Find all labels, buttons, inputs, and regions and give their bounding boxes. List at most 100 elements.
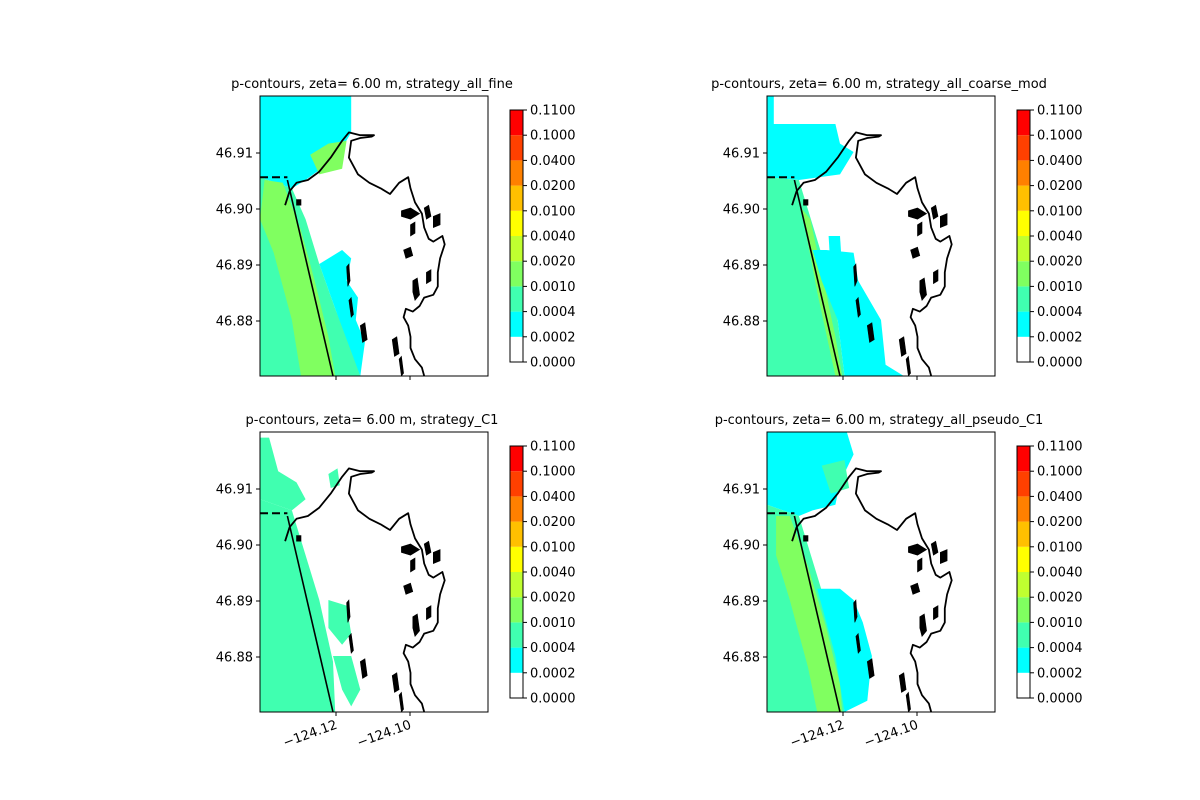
panel-1: p-contours, zeta= 6.00 m, strategy_all_f… — [216, 77, 576, 380]
colorbar-tick-label: 0.0400 — [530, 490, 576, 505]
colorbar-level-1 — [510, 336, 523, 362]
colorbar-tick-label: 0.0020 — [530, 255, 576, 270]
colorbar-level-10 — [510, 110, 523, 136]
island-10 — [348, 632, 354, 654]
island-6 — [910, 246, 921, 259]
contour-region-1 — [260, 437, 306, 511]
panel-title: p-contours, zeta= 6.00 m, strategy_all_f… — [231, 77, 513, 92]
island-8 — [933, 605, 939, 621]
colorbar-level-7 — [1017, 521, 1030, 547]
coastline — [791, 467, 953, 712]
colorbar-level-6 — [1017, 546, 1030, 572]
colorbar-level-5 — [510, 236, 523, 262]
colorbar: 0.0000 0.0002 0.0004 0.0010 0.0020 0.0040 0.01… — [1016, 440, 1083, 707]
island-1 — [296, 535, 302, 542]
island-8 — [933, 269, 939, 285]
colorbar-level-1 — [510, 672, 523, 698]
map-area — [260, 432, 488, 712]
island-7 — [412, 277, 420, 302]
colorbar-level-7 — [510, 521, 523, 547]
colorbar-tick-label: 0.0400 — [530, 154, 576, 169]
map-area — [767, 432, 995, 712]
colorbar-level-9 — [1017, 471, 1030, 497]
island-12 — [898, 672, 907, 693]
island-3 — [423, 204, 432, 220]
island-3 — [930, 540, 939, 556]
colorbar-tick-label: 0.1000 — [1037, 129, 1083, 144]
colorbar-level-10 — [1017, 110, 1030, 136]
island-3 — [423, 540, 432, 556]
y-tick-label: 46.91 — [216, 147, 253, 162]
contour-region-5 — [821, 460, 850, 494]
panel-3: p-contours, zeta= 6.00 m, strategy_C1 46.… — [216, 413, 576, 751]
island-9 — [853, 599, 858, 623]
colorbar-tick-label: 0.0002 — [530, 666, 576, 681]
colorbar-tick-label: 0.0010 — [1037, 616, 1083, 631]
island-6 — [910, 582, 921, 595]
island-2 — [908, 543, 928, 556]
island-2 — [908, 207, 928, 220]
colorbar-tick-label: 0.0004 — [1037, 305, 1083, 320]
colorbar-level-9 — [1017, 135, 1030, 161]
axes-frame — [259, 95, 489, 377]
colorbar-level-10 — [1017, 446, 1030, 472]
contour-region-4 — [319, 250, 365, 376]
coastline — [791, 131, 953, 376]
colorbar-level-1 — [1017, 336, 1030, 362]
y-tick-label: 46.90 — [723, 203, 760, 218]
island-5 — [917, 557, 923, 573]
island-4 — [939, 549, 948, 565]
y-tick-label: 46.90 — [216, 539, 253, 554]
island-1 — [803, 535, 809, 542]
colorbar-level-4 — [1017, 261, 1030, 287]
colorbar-tick-label: 0.0040 — [530, 230, 576, 245]
island-13 — [905, 691, 911, 712]
colorbar-tick-label: 0.0200 — [1037, 179, 1083, 194]
colorbar-level-7 — [1017, 185, 1030, 211]
island-7 — [412, 613, 420, 638]
coastline-spit — [793, 515, 841, 712]
colorbar-tick-label: 0.0100 — [1037, 204, 1083, 219]
colorbar-tick-label: 0.1000 — [530, 129, 576, 144]
colorbar-tick-label: 0.0000 — [530, 356, 576, 371]
colorbar-tick-label: 0.1100 — [1037, 440, 1083, 455]
colorbar-tick-label: 0.0100 — [530, 540, 576, 555]
island-1 — [296, 199, 302, 206]
colorbar-tick-label: 0.0400 — [1037, 490, 1083, 505]
island-13 — [398, 691, 404, 712]
island-7 — [919, 277, 927, 302]
island-7 — [919, 613, 927, 638]
island-9 — [346, 263, 351, 287]
colorbar: 0.0000 0.0002 0.0004 0.0010 0.0020 0.0040 0.01… — [509, 440, 576, 707]
colorbar-tick-label: 0.1000 — [530, 465, 576, 480]
colorbar-level-5 — [1017, 236, 1030, 262]
island-4 — [432, 213, 441, 229]
island-10 — [855, 296, 861, 318]
colorbar-tick-label: 0.1000 — [1037, 465, 1083, 480]
colorbar-tick-label: 0.1100 — [1037, 104, 1083, 119]
island-13 — [905, 355, 911, 376]
colorbar-tick-label: 0.0100 — [1037, 540, 1083, 555]
y-tick-label: 46.88 — [723, 651, 760, 666]
colorbar-level-4 — [1017, 597, 1030, 623]
colorbar-tick-label: 0.0004 — [530, 305, 576, 320]
colorbar-tick-label: 0.0004 — [530, 641, 576, 656]
colorbar-level-6 — [510, 210, 523, 236]
contour-region-3 — [776, 516, 843, 712]
island-5 — [410, 557, 416, 573]
island-5 — [917, 221, 923, 237]
colorbar-tick-label: 0.0040 — [1037, 230, 1083, 245]
colorbar-tick-label: 0.0020 — [1037, 591, 1083, 606]
x-tick-label: −124.12 — [281, 718, 339, 751]
colorbar-tick-label: 0.0020 — [530, 591, 576, 606]
contour-region-5 — [828, 236, 843, 273]
colorbar-level-2 — [510, 647, 523, 673]
colorbar-level-9 — [510, 471, 523, 497]
colorbar-level-3 — [510, 622, 523, 648]
panel-title: p-contours, zeta= 6.00 m, strategy_C1 — [246, 413, 499, 428]
colorbar-level-8 — [1017, 496, 1030, 522]
coastline-spit — [286, 179, 334, 376]
colorbar-level-9 — [510, 135, 523, 161]
x-tick-label: −124.10 — [355, 718, 413, 751]
